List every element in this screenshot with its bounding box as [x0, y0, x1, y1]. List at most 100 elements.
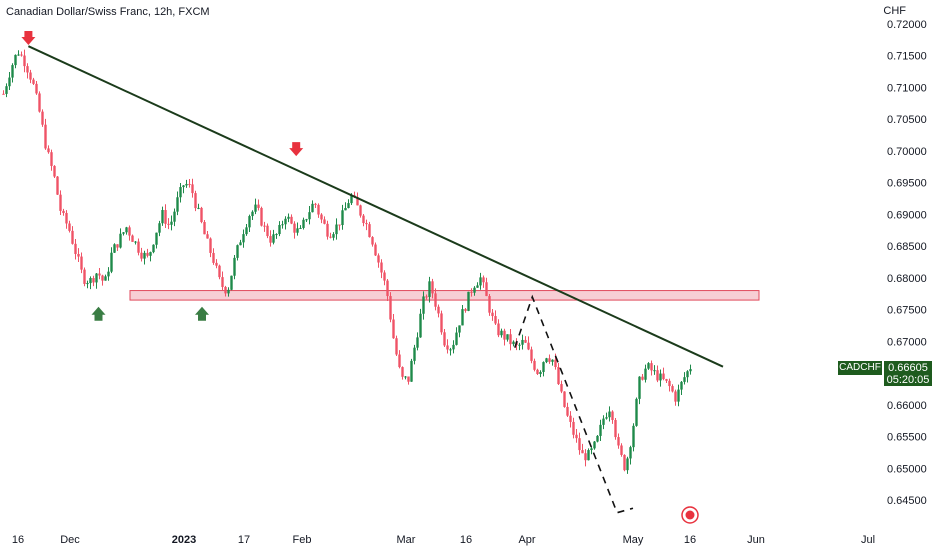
candle-body	[557, 367, 560, 385]
candle-body	[143, 252, 146, 259]
candle-body	[332, 234, 335, 238]
candle-body	[284, 218, 287, 225]
candle-body	[344, 208, 347, 211]
candle-body	[212, 252, 215, 263]
candle-body	[149, 252, 152, 256]
candle-body	[182, 185, 185, 188]
candle-body	[512, 341, 515, 345]
candle-body	[203, 222, 206, 235]
candle-body	[2, 93, 5, 95]
x-tick-label: Jul	[861, 534, 875, 546]
resistance-zone	[129, 290, 760, 301]
candle-body	[137, 241, 140, 253]
candle-body	[224, 286, 227, 294]
candle-body	[11, 65, 14, 78]
y-tick-label: 0.67000	[887, 336, 927, 348]
candle-body	[77, 253, 80, 257]
candle-body	[584, 453, 587, 461]
candle-body	[494, 316, 497, 324]
candle-body	[440, 313, 443, 333]
candle-body	[470, 291, 473, 293]
candle-body	[107, 271, 110, 277]
candle-body	[665, 379, 668, 381]
candle-body	[311, 203, 314, 213]
candle-body	[581, 450, 584, 454]
candle-body	[587, 450, 590, 461]
candle-body	[179, 187, 182, 198]
candle-body	[68, 223, 71, 231]
candle-body	[323, 219, 326, 224]
candle-body	[380, 262, 383, 273]
candle-body	[605, 417, 608, 419]
candle-body	[359, 205, 362, 216]
candle-body	[251, 211, 254, 217]
candle-body	[539, 371, 542, 375]
price-axis: 0.72000 0.71500 0.71000 0.70500 0.70000 0.695…	[887, 19, 927, 507]
candle-body	[467, 291, 470, 311]
candle-body	[80, 256, 83, 270]
candle-body	[503, 330, 506, 340]
candle-body	[176, 197, 179, 212]
candle-body	[314, 203, 317, 205]
candle-body	[530, 349, 533, 361]
candle-body	[389, 296, 392, 320]
candle-body	[350, 195, 353, 204]
candle-body	[476, 285, 479, 288]
candle-body	[617, 437, 620, 446]
y-tick-label: 0.66000	[887, 400, 927, 412]
candle-body	[62, 210, 65, 213]
candle-body	[563, 391, 566, 407]
candle-body	[287, 216, 290, 219]
candle-body	[293, 223, 296, 233]
candle-body	[635, 398, 638, 426]
candle-body	[71, 230, 74, 244]
alert-icon[interactable]	[681, 506, 699, 524]
x-tick-label: 16	[460, 534, 472, 546]
candle-body	[242, 234, 245, 243]
candle-body	[170, 221, 173, 225]
candle-body	[83, 269, 86, 284]
x-tick-label: Jun	[747, 534, 765, 546]
candle-body	[26, 66, 29, 73]
candle-body	[227, 289, 230, 294]
candle-body	[230, 275, 233, 290]
candle-body	[398, 354, 401, 368]
candle-body	[173, 211, 176, 222]
candle-body	[302, 219, 305, 228]
candle-body	[452, 344, 455, 350]
y-tick-label: 0.70000	[887, 146, 927, 158]
candle-body	[326, 223, 329, 237]
time-axis: 16 Dec 2023 17 Feb Mar 16 Apr May 16 Jun Jul	[12, 534, 875, 546]
candle-body	[110, 252, 113, 272]
candle-body	[14, 54, 17, 66]
candle-body	[485, 282, 488, 297]
candle-body	[677, 389, 680, 402]
symbol-badge: CADCHF	[838, 361, 882, 375]
y-tick-label: 0.67500	[887, 305, 927, 317]
candle-body	[278, 225, 281, 235]
candle-body	[209, 238, 212, 253]
candle-body	[104, 276, 107, 281]
candle-body	[59, 194, 62, 211]
candle-body	[329, 236, 332, 238]
candle-body	[38, 93, 41, 112]
candle-body	[140, 252, 143, 259]
candle-body	[425, 296, 428, 298]
arrow-down-icon	[21, 31, 36, 46]
candle-body	[215, 262, 218, 266]
candle-body	[527, 342, 530, 350]
candle-body	[500, 330, 503, 336]
y-tick-label: 0.65500	[887, 432, 927, 444]
y-tick-label: 0.69500	[887, 178, 927, 190]
candle-body	[245, 227, 248, 235]
x-tick-label: Dec	[60, 534, 80, 546]
candle-body	[455, 332, 458, 345]
candle-body	[578, 438, 581, 451]
candle-body	[23, 55, 26, 67]
candle-body	[653, 370, 656, 372]
candle-body	[248, 216, 251, 228]
x-tick-label: May	[623, 534, 644, 546]
arrow-down-icon	[289, 142, 304, 157]
candle-body	[437, 306, 440, 314]
